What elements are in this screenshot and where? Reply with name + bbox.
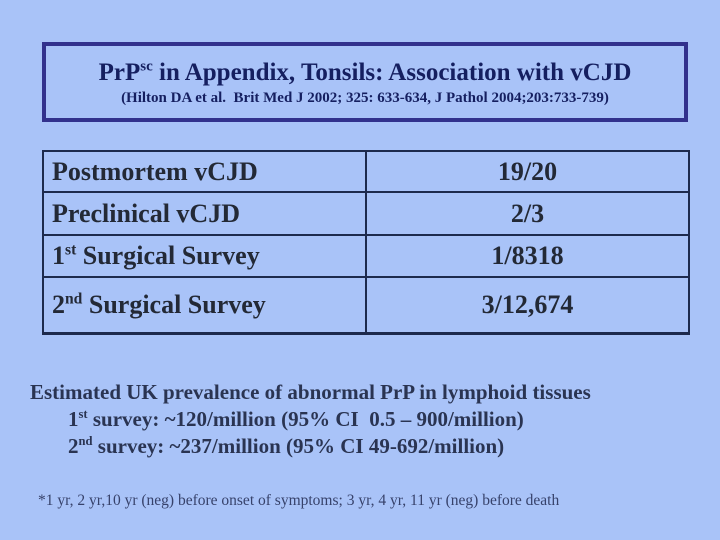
row-label-post: Surgical Survey [82, 289, 266, 319]
table-row: 2nd Surgical Survey 3/12,674 [42, 276, 690, 334]
title-text-post: in Appendix, Tonsils: Association with v… [152, 58, 632, 86]
table-row: Postmortem vCJD 19/20 [42, 150, 690, 193]
title-text-pre: PrP [98, 58, 141, 86]
row-label: Postmortem vCJD [42, 150, 367, 193]
summary-line-2-superscript: st [78, 407, 88, 421]
row-label-pre: 1 [52, 241, 65, 270]
row-label: 1st Surgical Survey [42, 234, 367, 278]
title-superscript: sc [140, 58, 153, 75]
citation-line: (Hilton DA et al. Brit Med J 2002; 325: … [121, 90, 609, 107]
page-title: PrPsc in Appendix, Tonsils: Association … [99, 59, 632, 88]
results-table-body: Postmortem vCJD 19/20 Preclinical vCJD 2… [42, 150, 690, 334]
summary-line-3-post: survey: ~237/million (95% CI 49-692/mill… [92, 434, 505, 458]
row-label-pre: Preclinical vCJD [52, 198, 240, 228]
summary-text: Estimated UK prevalence of abnormal PrP … [30, 379, 591, 460]
summary-line-3-pre: 2 [68, 434, 79, 458]
summary-line-2: 1st survey: ~120/million (95% CI 0.5 – 9… [68, 406, 591, 433]
summary-line-3: 2nd survey: ~237/million (95% CI 49-692/… [68, 433, 591, 460]
summary-line-2-pre: 1 [68, 407, 79, 431]
results-table: Postmortem vCJD 19/20 Preclinical vCJD 2… [42, 150, 690, 335]
table-row: Preclinical vCJD 2/3 [42, 191, 690, 236]
row-label-post: Surgical Survey [76, 241, 260, 270]
row-label-pre: Postmortem vCJD [52, 156, 258, 186]
footnote-text: *1 yr, 2 yr,10 yr (neg) before onset of … [38, 492, 560, 509]
summary-line-1: Estimated UK prevalence of abnormal PrP … [30, 380, 591, 404]
row-label-pre: 2 [52, 289, 65, 319]
row-value: 19/20 [365, 150, 690, 193]
row-value: 2/3 [365, 191, 690, 236]
table-row: 1st Surgical Survey 1/8318 [42, 234, 690, 278]
row-label-superscript: nd [65, 290, 83, 308]
row-label: 2nd Surgical Survey [42, 276, 367, 334]
row-label: Preclinical vCJD [42, 191, 367, 236]
row-label-superscript: st [65, 241, 77, 259]
row-value: 1/8318 [365, 234, 690, 278]
title-box: PrPsc in Appendix, Tonsils: Association … [42, 42, 688, 122]
summary-line-2-post: survey: ~120/million (95% CI 0.5 – 900/m… [87, 407, 524, 431]
summary-line-3-superscript: nd [78, 434, 93, 448]
row-value: 3/12,674 [365, 276, 690, 334]
